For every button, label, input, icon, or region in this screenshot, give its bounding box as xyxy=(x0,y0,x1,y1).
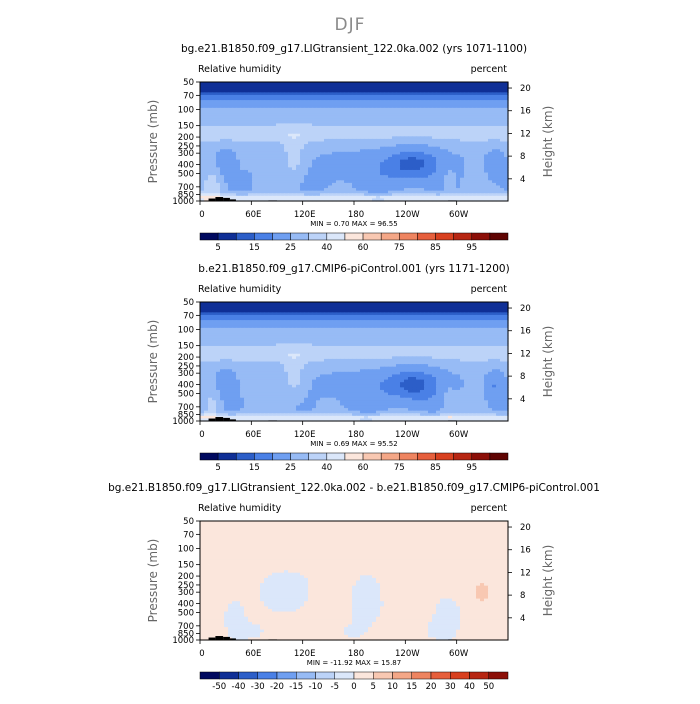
y-tick-label: 70 xyxy=(183,91,194,101)
colorbar-swatch xyxy=(399,233,417,240)
season-title: DJF xyxy=(335,15,366,35)
units-label: percent xyxy=(471,64,508,75)
contour-field xyxy=(200,82,509,202)
colorbar-label: 15 xyxy=(249,243,260,253)
y-tick-label: 1000 xyxy=(172,197,194,207)
colorbar-swatch xyxy=(436,233,454,240)
y2-tick-label: 4 xyxy=(520,175,525,185)
colorbar-label: 25 xyxy=(285,243,296,253)
colorbar-swatch xyxy=(345,233,363,240)
colorbar-label: 85 xyxy=(430,243,441,253)
y-tick-label: 150 xyxy=(178,122,194,132)
panel-title: bg.e21.B1850.f09_g17.LIGtransient_122.0k… xyxy=(181,43,527,55)
y2-tick-label: 8 xyxy=(520,152,525,162)
height-axis: 20 16 12 8 4 Height (km) xyxy=(508,84,555,185)
colorbar-swatch xyxy=(254,233,272,240)
colorbar-swatch xyxy=(272,233,290,240)
colorbar-label: 75 xyxy=(394,243,405,253)
field-label: Relative humidity xyxy=(198,284,282,295)
x-tick-label: 180 xyxy=(348,210,364,220)
colorbar-label: 95 xyxy=(466,243,477,253)
colorbar-swatch xyxy=(200,233,218,240)
colorbar-label: 5 xyxy=(215,243,220,253)
colorbar-label: 60 xyxy=(358,243,369,253)
colorbar-swatch xyxy=(417,233,435,240)
y2-tick-label: 20 xyxy=(520,84,531,94)
panel-1: bg.e21.B1850.f09_g17.LIGtransient_122.0k… xyxy=(146,43,555,253)
topography-block xyxy=(215,197,223,201)
x-tick-label: 120E xyxy=(294,210,316,220)
y-tick-label: 300 xyxy=(178,149,194,159)
colorbar-swatch xyxy=(454,233,472,240)
y-tick-label: 500 xyxy=(178,169,194,179)
colorbar-swatch xyxy=(381,233,399,240)
panel-title: b.e21.B1850.f09_g17.CMIP6-piControl.001 … xyxy=(198,263,509,275)
colorbar-swatch xyxy=(236,233,254,240)
y-tick-label: 50 xyxy=(183,78,194,88)
x-tick-label: 60W xyxy=(449,210,469,220)
field-label: Relative humidity xyxy=(198,64,282,75)
y2-tick-label: 12 xyxy=(520,129,531,139)
colorbar-swatch xyxy=(218,233,236,240)
colorbar-label: 40 xyxy=(321,243,332,253)
y2-axis-label: Height (km) xyxy=(541,106,555,177)
y2-tick-label: 16 xyxy=(520,107,531,117)
panel-2: b.e21.B1850.f09_g17.CMIP6-piControl.001 … xyxy=(146,263,555,473)
x-tick-label: 0 xyxy=(199,210,204,220)
colorbar-swatch xyxy=(363,233,381,240)
colorbar-swatch xyxy=(472,233,490,240)
units-label: percent xyxy=(471,284,508,295)
x-tick-label: 120W xyxy=(395,210,420,220)
colorbar-swatch xyxy=(291,233,309,240)
min-max-stats: MIN = 0.70 MAX = 96.55 xyxy=(310,220,397,228)
y-axis-label: Pressure (mb) xyxy=(146,100,160,184)
x-tick-label: 60E xyxy=(245,210,261,220)
pressure-axis: 50701001502002503004005007008501000Press… xyxy=(146,78,200,207)
colorbar-swatch xyxy=(490,233,508,240)
longitude-axis: 0 60E 120E 180 120W 60W xyxy=(199,201,469,220)
colorbar: 5 15 25 40 60 75 85 95 xyxy=(200,233,508,253)
colorbar-swatch xyxy=(309,233,327,240)
colorbar-swatch xyxy=(327,233,345,240)
y-tick-label: 100 xyxy=(178,106,194,116)
contour-field xyxy=(200,302,509,422)
